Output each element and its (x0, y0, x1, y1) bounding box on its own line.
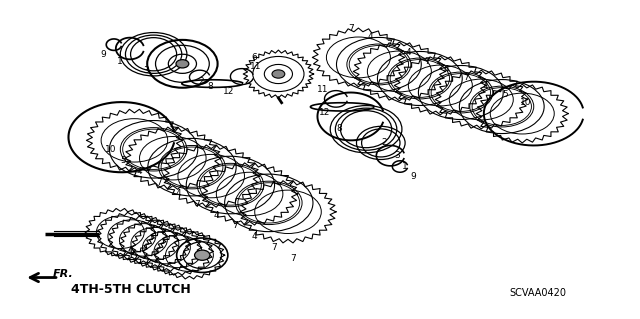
Polygon shape (394, 56, 486, 115)
Text: 9: 9 (410, 172, 415, 181)
Text: 12: 12 (319, 108, 331, 117)
Text: 4: 4 (214, 211, 219, 219)
Polygon shape (131, 224, 202, 271)
Text: 11: 11 (317, 85, 329, 94)
Text: 4: 4 (137, 167, 142, 176)
Ellipse shape (176, 60, 189, 68)
Text: 4: 4 (483, 82, 488, 91)
Polygon shape (125, 127, 221, 189)
Text: 8: 8 (207, 82, 212, 91)
Text: 11: 11 (250, 63, 262, 71)
Text: 8: 8 (337, 124, 342, 133)
Polygon shape (312, 28, 404, 87)
Text: 2: 2 (199, 77, 204, 86)
Polygon shape (353, 42, 445, 101)
Text: 4: 4 (175, 189, 180, 198)
Text: 3: 3 (143, 66, 148, 75)
Text: 10: 10 (105, 145, 116, 154)
Polygon shape (154, 232, 225, 279)
Text: 5: 5 (503, 90, 508, 99)
Text: 4: 4 (367, 32, 372, 41)
Text: SCVAA0420: SCVAA0420 (509, 288, 566, 298)
Text: 4TH-5TH CLUTCH: 4TH-5TH CLUTCH (71, 283, 191, 296)
Text: 7: 7 (387, 40, 392, 49)
Text: 7: 7 (156, 178, 161, 187)
Text: 7: 7 (463, 73, 468, 82)
Polygon shape (120, 220, 190, 267)
Polygon shape (435, 70, 527, 129)
Polygon shape (243, 50, 314, 98)
Polygon shape (108, 216, 179, 263)
Polygon shape (202, 163, 298, 225)
Text: 3: 3 (394, 151, 399, 160)
Text: 4: 4 (406, 48, 411, 57)
Text: 1: 1 (118, 57, 123, 66)
Text: 1: 1 (402, 162, 407, 171)
Ellipse shape (272, 70, 285, 78)
Text: 4: 4 (252, 232, 257, 241)
Text: 7: 7 (233, 221, 238, 230)
Text: 7: 7 (348, 24, 353, 33)
Text: FR.: FR. (52, 269, 73, 279)
Ellipse shape (195, 250, 210, 260)
Text: 7: 7 (271, 243, 276, 252)
Text: 4: 4 (444, 65, 449, 74)
Text: 2: 2 (381, 138, 387, 147)
Polygon shape (86, 109, 182, 171)
Polygon shape (476, 84, 568, 143)
Polygon shape (97, 212, 167, 260)
Polygon shape (143, 228, 213, 275)
Text: 12: 12 (223, 87, 235, 96)
Text: 5: 5 (120, 156, 125, 165)
Polygon shape (85, 209, 156, 256)
Text: 10: 10 (520, 98, 532, 107)
Text: 7: 7 (425, 57, 430, 66)
Text: 7: 7 (195, 200, 200, 209)
Polygon shape (163, 145, 259, 207)
Text: 9: 9 (101, 50, 106, 59)
Polygon shape (240, 181, 336, 243)
Text: 7: 7 (291, 254, 296, 263)
Text: 6: 6 (252, 53, 257, 62)
